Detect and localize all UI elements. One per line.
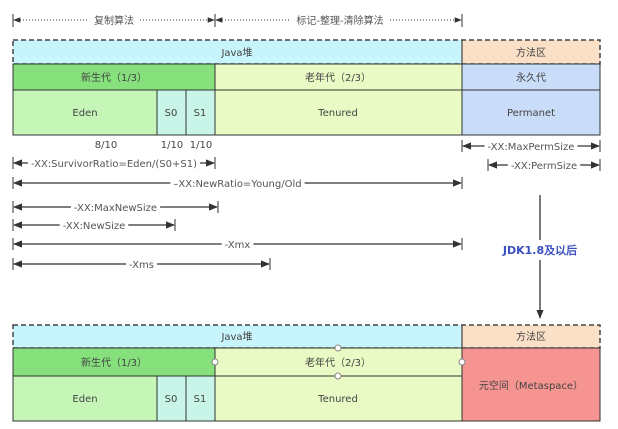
perm-gen-label: 永久代 <box>516 71 546 84</box>
s0-region <box>156 375 187 422</box>
eden-region <box>12 89 158 136</box>
s1-label: S1 <box>194 394 207 405</box>
old-gen-label: 老年代（2/3） <box>305 356 371 369</box>
jdk8-transition-arrow: JDK1.8及以后 <box>502 195 577 319</box>
permanet-label: Permanet <box>507 108 555 119</box>
parameter-arrows: -XX:MaxPermSize -XX:PermSize -XX:SurvivorR… <box>12 140 601 271</box>
tenured-region <box>214 89 463 136</box>
eden-ratio: 8/10 <box>95 140 117 151</box>
permanet-region <box>461 89 601 136</box>
s0-ratio: 1/10 <box>161 140 183 151</box>
young-gen-region <box>12 347 216 377</box>
param-xmx-label: -Xmx <box>225 240 251 251</box>
s0-label: S0 <box>165 394 178 405</box>
param-new-ratio-label: –XX:NewRatio=Young/Old <box>173 179 301 190</box>
param-max-new-size-arrow: -XX:MaxNewSize <box>12 201 219 214</box>
metaspace-label: 元空间（Metaspace） <box>479 379 583 392</box>
copy-algorithm-span: 复制算法 <box>12 13 216 27</box>
old-gen-label: 老年代（2/3） <box>305 71 371 84</box>
param-max-perm-size-label: -XX:MaxPermSize <box>488 142 575 153</box>
connector-handles <box>211 344 466 380</box>
eden-label: Eden <box>72 394 97 405</box>
param-survivor-ratio-label: -XX:SurvivorRatio=Eden/(S0+S1) <box>31 159 197 170</box>
java-heap-label: Java堆 <box>220 47 252 59</box>
young-gen-label: 新生代（1/3） <box>81 356 147 369</box>
mark-algorithm-span: 标记-整理-清除算法 <box>215 13 463 27</box>
param-max-new-size-label: -XX:MaxNewSize <box>74 203 157 214</box>
param-new-ratio-arrow: –XX:NewRatio=Young/Old <box>12 177 463 190</box>
metaspace-region <box>461 347 601 422</box>
param-new-size-label: -XX:NewSize <box>63 221 126 232</box>
after-jdk8-layout: Java堆 方法区 新生代（1/3） 老年代（2/3） 元空间（Metaspac… <box>12 324 601 422</box>
method-area-region <box>462 325 600 348</box>
s1-label: S1 <box>194 108 207 119</box>
s0-region <box>156 89 187 136</box>
tenured-label: Tenured <box>317 394 358 405</box>
method-area-label: 方法区 <box>516 330 546 343</box>
tenured-region <box>214 375 463 422</box>
eden-label: Eden <box>72 108 97 119</box>
method-area-region <box>462 40 600 64</box>
s1-ratio: 1/10 <box>190 140 212 151</box>
before-jdk8-layout: Java堆 方法区 新生代（1/3） 老年代（2/3） 永久代 Eden S0 … <box>12 39 601 136</box>
java-heap-label: Java堆 <box>220 331 252 343</box>
param-xms-arrow: -Xms <box>12 258 271 271</box>
method-area-label: 方法区 <box>516 46 546 59</box>
param-xmx-arrow: -Xmx <box>12 238 463 251</box>
param-max-perm-size-arrow: -XX:MaxPermSize <box>461 140 601 153</box>
param-survivor-ratio-arrow: -XX:SurvivorRatio=Eden/(S0+S1) <box>12 157 216 170</box>
param-new-size-arrow: -XX:NewSize <box>12 219 176 232</box>
s0-label: S0 <box>165 108 178 119</box>
java-heap-region <box>13 40 462 64</box>
eden-region <box>12 375 158 422</box>
param-xms-label: -Xms <box>129 260 154 271</box>
young-gen-label: 新生代（1/3） <box>81 71 147 84</box>
copy-algorithm-label: 复制算法 <box>94 14 134 27</box>
param-perm-size-arrow: -XX:PermSize <box>487 159 601 172</box>
java-heap-region <box>13 325 462 348</box>
jdk8-label: JDK1.8及以后 <box>502 243 577 257</box>
perm-gen-region <box>461 63 601 91</box>
s1-region <box>185 89 216 136</box>
tenured-label: Tenured <box>317 108 358 119</box>
param-perm-size-label: -XX:PermSize <box>511 161 577 172</box>
young-gen-region <box>12 63 216 91</box>
mark-algorithm-label: 标记-整理-清除算法 <box>296 14 383 27</box>
